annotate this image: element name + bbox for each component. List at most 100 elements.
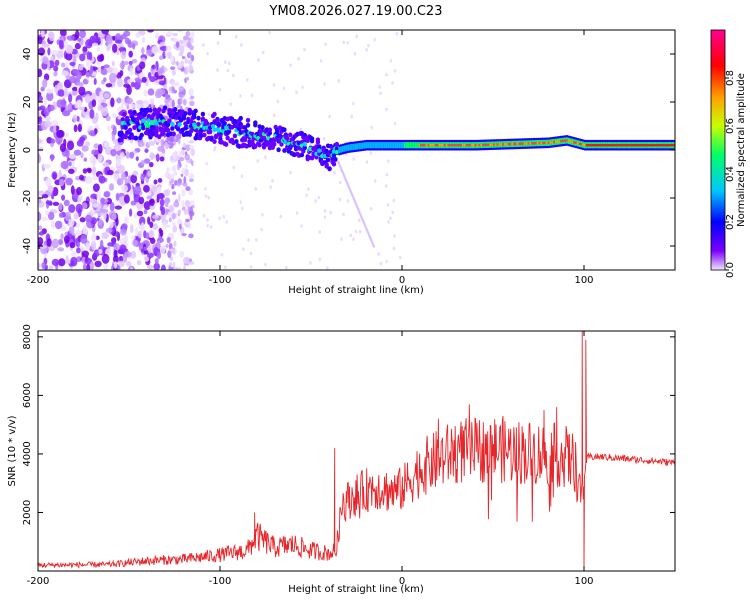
noise-blob xyxy=(318,257,322,262)
noise-blob xyxy=(155,153,160,162)
noise-blob xyxy=(174,81,180,87)
tone-band-mid xyxy=(396,142,399,149)
noise-blob xyxy=(149,154,158,159)
snr-panel: -200 -100 0 100 2000 4000 6000 8000 Height of s… xyxy=(7,324,676,595)
noise-blob xyxy=(54,84,59,94)
noise-blob xyxy=(140,222,145,231)
noise-blob xyxy=(76,247,81,254)
tone-core xyxy=(607,144,610,147)
noise-blob xyxy=(50,120,59,127)
noise-blob xyxy=(172,32,179,37)
noise-blob xyxy=(160,138,165,149)
snr-ticks: -200 -100 0 100 2000 4000 6000 8000 xyxy=(22,324,675,587)
tone-core xyxy=(634,144,638,147)
noise-blob xyxy=(113,261,118,269)
noise-blob xyxy=(172,191,177,196)
noise-blob xyxy=(386,159,390,164)
noise-blob xyxy=(147,171,152,177)
noise-blob xyxy=(92,202,99,208)
ridge-blob xyxy=(327,166,332,172)
noise-blob xyxy=(159,45,168,52)
tone-core xyxy=(472,144,476,147)
noise-blob xyxy=(137,230,143,239)
tone-band-mid xyxy=(400,142,403,149)
noise-blob xyxy=(48,31,55,42)
tone-core xyxy=(534,142,538,145)
noise-blob xyxy=(171,151,178,160)
tone-core xyxy=(443,144,447,147)
noise-blob xyxy=(173,240,177,247)
tone-core xyxy=(442,144,445,147)
tone-core xyxy=(647,144,650,147)
noise-blob xyxy=(322,136,326,141)
noise-blob xyxy=(184,154,191,161)
tone-core xyxy=(482,143,485,147)
noise-blob xyxy=(89,108,95,119)
noise-blob xyxy=(272,83,276,87)
noise-blob xyxy=(74,30,80,40)
noise-blob xyxy=(69,242,76,249)
noise-blob xyxy=(181,199,185,208)
noise-blob xyxy=(172,38,178,44)
tone-core xyxy=(549,141,552,144)
tone-band-mid xyxy=(371,142,374,149)
noise-blob xyxy=(90,209,96,215)
noise-blob xyxy=(116,49,120,56)
noise-blob xyxy=(177,64,183,69)
x-tick-label: 100 xyxy=(574,576,593,587)
tone-core xyxy=(563,139,567,142)
noise-blob xyxy=(261,212,264,217)
colorbar-tick-label: 0.8 xyxy=(725,70,736,86)
noise-blob xyxy=(168,205,174,213)
noise-blob xyxy=(168,134,174,143)
noise-blob xyxy=(130,174,138,184)
noise-blob xyxy=(101,30,109,35)
noise-blob xyxy=(41,194,49,199)
noise-blob xyxy=(165,45,172,52)
noise-blob xyxy=(249,264,253,269)
x-tick-label: -100 xyxy=(209,576,232,587)
noise-blob xyxy=(241,206,244,211)
noise-blob xyxy=(114,39,123,44)
noise-blob xyxy=(163,67,168,72)
tone-band-mid xyxy=(403,142,407,149)
ridge-blob xyxy=(165,127,171,133)
tone-core xyxy=(500,143,503,146)
noise-blob xyxy=(165,202,169,208)
noise-blob xyxy=(206,224,209,228)
tone-core xyxy=(547,141,550,144)
noise-blob xyxy=(350,114,353,119)
noise-blob xyxy=(112,255,119,263)
noise-blob xyxy=(141,76,147,83)
tone-band-mid xyxy=(347,144,350,151)
noise-blob xyxy=(172,171,178,176)
tone-core xyxy=(451,144,454,147)
noise-blob xyxy=(282,86,286,91)
noise-blob xyxy=(76,81,84,87)
noise-blob xyxy=(328,114,331,119)
noise-blob xyxy=(295,90,298,95)
tone-core xyxy=(432,144,436,147)
noise-blob xyxy=(129,266,134,270)
noise-blob xyxy=(184,168,189,177)
noise-blob xyxy=(113,243,121,251)
noise-blob xyxy=(76,241,81,248)
tone-core xyxy=(485,143,488,147)
tone-band-mid xyxy=(358,143,361,150)
noise-blob xyxy=(289,63,292,67)
tone-core xyxy=(471,144,474,147)
tone-band-mid xyxy=(409,142,412,149)
tone-core xyxy=(602,144,605,147)
noise-blob xyxy=(97,152,103,162)
noise-blob xyxy=(110,97,115,108)
noise-blob xyxy=(125,151,130,159)
noise-blob xyxy=(264,155,267,160)
noise-blob xyxy=(124,177,128,185)
spectrogram-xlabel: Height of straight line (km) xyxy=(288,285,424,296)
noise-blob xyxy=(207,195,210,200)
noise-blob xyxy=(189,145,195,149)
colorbar-label: Normalized spectral amplitude xyxy=(736,73,747,227)
noise-blob xyxy=(77,197,82,203)
noise-blob xyxy=(143,255,150,262)
